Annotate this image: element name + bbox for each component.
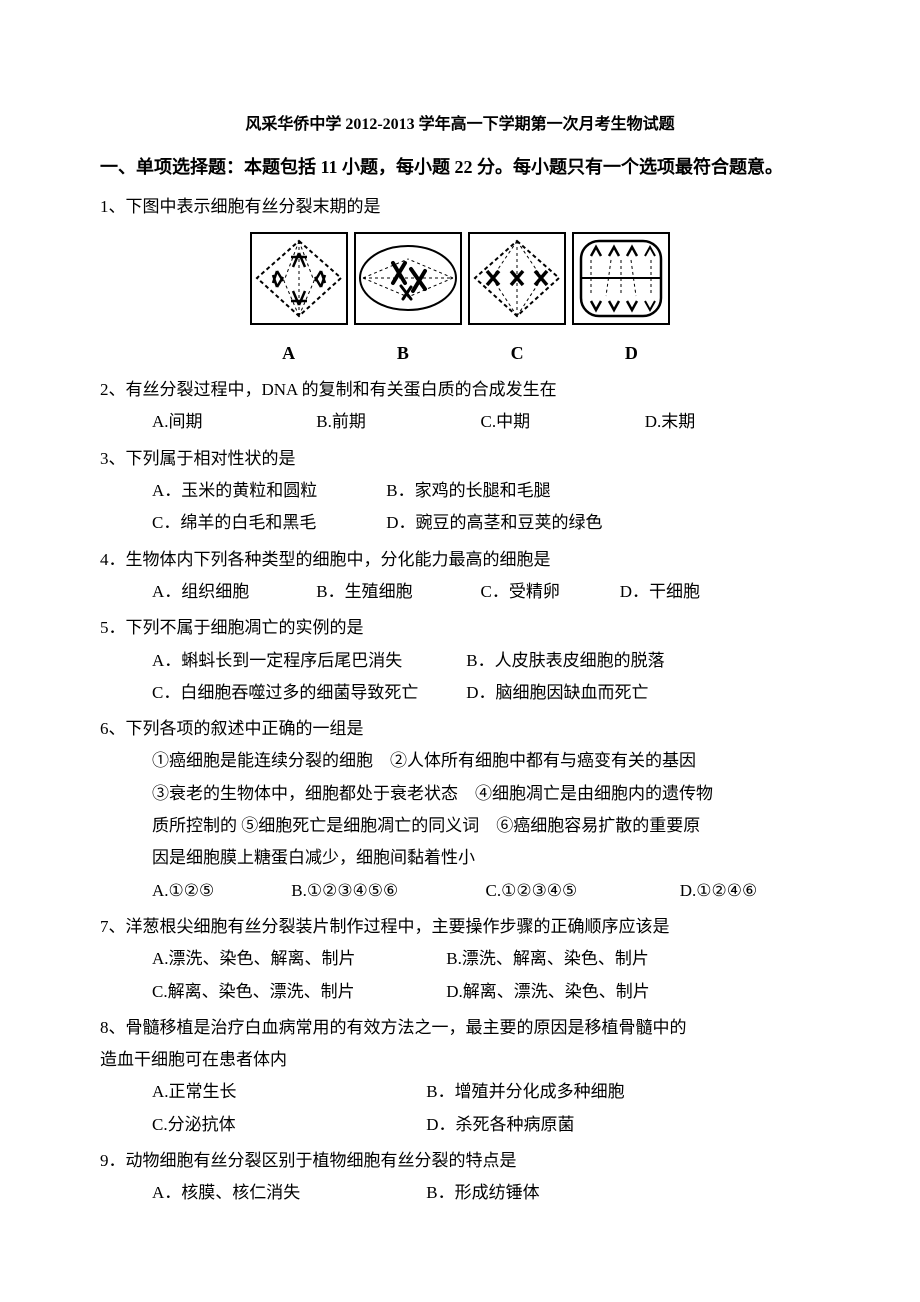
q3-opt-b: B．家鸡的长腿和毛腿 — [386, 475, 550, 507]
fig-label-c: C — [462, 336, 572, 370]
q6-l1: ①癌细胞是能连续分裂的细胞 ②人体所有细胞中都有与癌变有关的基因 — [100, 745, 820, 777]
q4-opt-c: C．受精卵 — [481, 576, 616, 608]
q8-opt-b: B．增殖并分化成多种细胞 — [426, 1076, 624, 1108]
q6-opt-a: A.①②⑤ — [152, 875, 287, 907]
q3-opts-1: A．玉米的黄粒和圆粒 B．家鸡的长腿和毛腿 — [100, 475, 820, 507]
q4-opt-b: B．生殖细胞 — [316, 576, 476, 608]
q9-text: 9．动物细胞有丝分裂区别于植物细胞有丝分裂的特点是 — [100, 1145, 820, 1177]
q2-opt-c: C.中期 — [481, 406, 641, 438]
q6-opt-d: D.①②④⑥ — [680, 875, 758, 907]
fig-label-d: D — [576, 336, 686, 370]
fig-label-a: A — [234, 336, 344, 370]
q4-text: 4．生物体内下列各种类型的细胞中，分化能力最高的细胞是 — [100, 544, 820, 576]
q4-opt-d: D．干细胞 — [620, 576, 700, 608]
q7-opt-b: B.漂洗、解离、染色、制片 — [446, 943, 649, 975]
q6-options: A.①②⑤ B.①②③④⑤⑥ C.①②③④⑤ D.①②④⑥ — [100, 875, 820, 907]
q3-text: 3、下列属于相对性状的是 — [100, 443, 820, 475]
question-5: 5．下列不属于细胞凋亡的实例的是 A．蝌蚪长到一定程序后尾巴消失 B．人皮肤表皮… — [100, 612, 820, 709]
q1-text: 1、下图中表示细胞有丝分裂末期的是 — [100, 191, 820, 223]
q5-opt-b: B．人皮肤表皮细胞的脱落 — [466, 645, 664, 677]
q6-l3: 质所控制的 ⑤细胞死亡是细胞凋亡的同义词 ⑥癌细胞容易扩散的重要原 — [100, 810, 820, 842]
q8-opts-1: A.正常生长 B．增殖并分化成多种细胞 — [100, 1076, 820, 1108]
q6-opt-b: B.①②③④⑤⑥ — [291, 875, 481, 907]
question-9: 9．动物细胞有丝分裂区别于植物细胞有丝分裂的特点是 A．核膜、核仁消失 B．形成… — [100, 1145, 820, 1210]
fig-label-b: B — [348, 336, 458, 370]
question-2: 2、有丝分裂过程中，DNA 的复制和有关蛋白质的合成发生在 A.间期 B.前期 … — [100, 374, 820, 439]
cell-diagram-a — [249, 231, 349, 326]
q6-text: 6、下列各项的叙述中正确的一组是 — [100, 713, 820, 745]
q7-opts-2: C.解离、染色、漂洗、制片 D.解离、漂洗、染色、制片 — [100, 976, 820, 1008]
q5-opt-d: D．脑细胞因缺血而死亡 — [466, 677, 648, 709]
q3-opts-2: C．绵羊的白毛和黑毛 D．豌豆的高茎和豆荚的绿色 — [100, 507, 820, 539]
q8-text-2: 造血干细胞可在患者体内 — [100, 1044, 820, 1076]
question-3: 3、下列属于相对性状的是 A．玉米的黄粒和圆粒 B．家鸡的长腿和毛腿 C．绵羊的… — [100, 443, 820, 540]
q3-opt-a: A．玉米的黄粒和圆粒 — [152, 475, 382, 507]
q2-opt-a: A.间期 — [152, 406, 312, 438]
cell-diagram-b — [353, 231, 463, 326]
q9-opts: A．核膜、核仁消失 B．形成纺锤体 — [100, 1177, 820, 1209]
cell-diagram-d — [571, 231, 671, 326]
q7-text: 7、洋葱根尖细胞有丝分裂装片制作过程中，主要操作步骤的正确顺序应该是 — [100, 911, 820, 943]
q8-opt-a: A.正常生长 — [152, 1076, 422, 1108]
q9-opt-a: A．核膜、核仁消失 — [152, 1177, 422, 1209]
q2-text: 2、有丝分裂过程中，DNA 的复制和有关蛋白质的合成发生在 — [100, 374, 820, 406]
q9-opt-b: B．形成纺锤体 — [426, 1177, 539, 1209]
exam-title: 风采华侨中学 2012-2013 学年高一下学期第一次月考生物试题 — [100, 110, 820, 140]
q8-opts-2: C.分泌抗体 D．杀死各种病原菌 — [100, 1109, 820, 1141]
q7-opt-c: C.解离、染色、漂洗、制片 — [152, 976, 442, 1008]
question-4: 4．生物体内下列各种类型的细胞中，分化能力最高的细胞是 A．组织细胞 B．生殖细… — [100, 544, 820, 609]
q2-options: A.间期 B.前期 C.中期 D.末期 — [100, 406, 820, 438]
q4-options: A．组织细胞 B．生殖细胞 C．受精卵 D．干细胞 — [100, 576, 820, 608]
q7-opts-1: A.漂洗、染色、解离、制片 B.漂洗、解离、染色、制片 — [100, 943, 820, 975]
q6-l2: ③衰老的生物体中，细胞都处于衰老状态 ④细胞凋亡是由细胞内的遗传物 — [100, 778, 820, 810]
q7-opt-a: A.漂洗、染色、解离、制片 — [152, 943, 442, 975]
q2-opt-b: B.前期 — [316, 406, 476, 438]
q8-opt-c: C.分泌抗体 — [152, 1109, 422, 1141]
q2-opt-d: D.末期 — [645, 406, 696, 438]
q8-text-1: 8、骨髓移植是治疗白血病常用的有效方法之一，最主要的原因是移植骨髓中的 — [100, 1012, 820, 1044]
q3-opt-c: C．绵羊的白毛和黑毛 — [152, 507, 382, 539]
q8-opt-d: D．杀死各种病原菌 — [426, 1109, 574, 1141]
q5-opt-a: A．蝌蚪长到一定程序后尾巴消失 — [152, 645, 462, 677]
q6-l4: 因是细胞膜上糖蛋白减少，细胞间黏着性小 — [100, 842, 820, 874]
section-1-header: 一、单项选择题：本题包括 11 小题，每小题 22 分。每小题只有一个选项最符合… — [100, 150, 820, 184]
q3-opt-d: D．豌豆的高茎和豆荚的绿色 — [386, 507, 602, 539]
q5-opt-c: C．白细胞吞噬过多的细菌导致死亡 — [152, 677, 462, 709]
q5-text: 5．下列不属于细胞凋亡的实例的是 — [100, 612, 820, 644]
question-7: 7、洋葱根尖细胞有丝分裂装片制作过程中，主要操作步骤的正确顺序应该是 A.漂洗、… — [100, 911, 820, 1008]
question-8: 8、骨髓移植是治疗白血病常用的有效方法之一，最主要的原因是移植骨髓中的 造血干细… — [100, 1012, 820, 1141]
q1-figure-labels: A B C D — [100, 336, 820, 370]
question-1: 1、下图中表示细胞有丝分裂末期的是 — [100, 191, 820, 371]
q5-opts-1: A．蝌蚪长到一定程序后尾巴消失 B．人皮肤表皮细胞的脱落 — [100, 645, 820, 677]
cell-diagram-c — [467, 231, 567, 326]
q5-opts-2: C．白细胞吞噬过多的细菌导致死亡 D．脑细胞因缺血而死亡 — [100, 677, 820, 709]
q7-opt-d: D.解离、漂洗、染色、制片 — [446, 976, 650, 1008]
q6-opt-c: C.①②③④⑤ — [486, 875, 676, 907]
question-6: 6、下列各项的叙述中正确的一组是 ①癌细胞是能连续分裂的细胞 ②人体所有细胞中都… — [100, 713, 820, 907]
q4-opt-a: A．组织细胞 — [152, 576, 312, 608]
q1-figure-row — [100, 231, 820, 326]
